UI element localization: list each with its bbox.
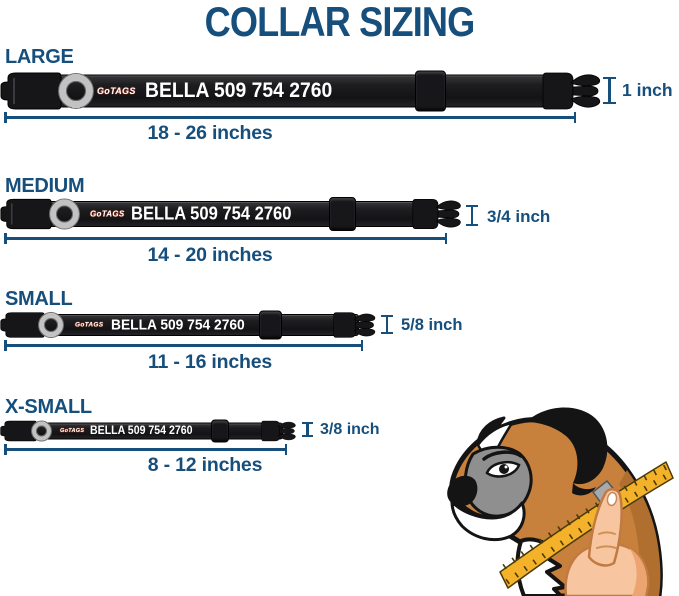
width-measure-bracket: [381, 315, 393, 334]
length-range-label: 8 - 12 inches: [147, 454, 263, 476]
d-ring-icon: [32, 421, 51, 440]
buckle-male-icon: [542, 72, 601, 110]
collar-strap: [25, 200, 437, 227]
brand-logo: GoTAGS: [75, 321, 104, 329]
buckle-female-icon: [0, 198, 52, 229]
width-measure-bracket: [603, 77, 616, 104]
page-title: COLLAR SIZING: [204, 0, 476, 45]
width-measure-bracket: [466, 205, 478, 226]
length-measure-line: [4, 233, 447, 243]
tri-glide-slider-icon: [259, 310, 282, 340]
dog-nose: [447, 475, 478, 507]
strap-width-label: 5/8 inch: [401, 316, 463, 334]
tri-glide-slider-icon: [415, 70, 446, 112]
strap-width-label: 3/8 inch: [320, 421, 380, 438]
size-name-small: SMALL: [5, 288, 73, 310]
collar-graphic-medium: GoTAGS BELLA 509 754 2760: [0, 196, 464, 231]
tri-glide-slider-icon: [329, 196, 356, 231]
collar-personalization-text: BELLA 509 754 2760: [145, 79, 333, 102]
brand-logo: GoTAGS: [97, 86, 136, 96]
collar-graphic-large: GoTAGS BELLA 509 754 2760: [0, 70, 604, 112]
length-measure-line: [4, 340, 363, 350]
buckle-male-icon: [333, 312, 376, 338]
strap-width-label: 3/4 inch: [487, 207, 551, 226]
size-name-medium: MEDIUM: [5, 175, 85, 197]
brand-logo: GoTAGS: [90, 209, 125, 218]
size-name-large: LARGE: [5, 46, 74, 68]
collar-personalization-text: BELLA 509 754 2760: [111, 316, 245, 334]
length-range-label: 11 - 16 inches: [147, 351, 273, 373]
buckle-male-icon: [261, 420, 296, 441]
collar-personalization-text: BELLA 509 754 2760: [90, 424, 193, 437]
collar-graphic-small: GoTAGS BELLA 509 754 2760: [0, 310, 378, 340]
measuring-tape-icon: [499, 461, 674, 589]
dog-right-ear: [526, 407, 608, 485]
width-measure-bracket: [302, 422, 313, 437]
fingernail: [606, 491, 618, 507]
buckle-female-icon: [0, 72, 62, 110]
length-measure-line: [4, 112, 576, 122]
dog-neck-measurement-illustration: [447, 407, 674, 596]
length-range-label: 18 - 26 inches: [147, 122, 273, 144]
d-ring-icon: [59, 74, 93, 108]
hand-icon: [564, 488, 650, 596]
size-name-xsmall: X-SMALL: [5, 396, 92, 418]
d-ring-icon: [50, 199, 79, 228]
collar-personalization-text: BELLA 509 754 2760: [131, 203, 292, 223]
buckle-male-icon: [412, 198, 461, 229]
collar-graphic-xsmall: GoTAGS BELLA 509 754 2760: [0, 419, 298, 442]
tri-glide-slider-icon: [211, 419, 229, 442]
length-measure-line: [4, 444, 287, 454]
brand-logo: GoTAGS: [60, 427, 85, 434]
d-ring-icon: [39, 313, 63, 337]
strap-width-label: 1 inch: [622, 80, 673, 100]
length-range-label: 14 - 20 inches: [147, 244, 273, 266]
